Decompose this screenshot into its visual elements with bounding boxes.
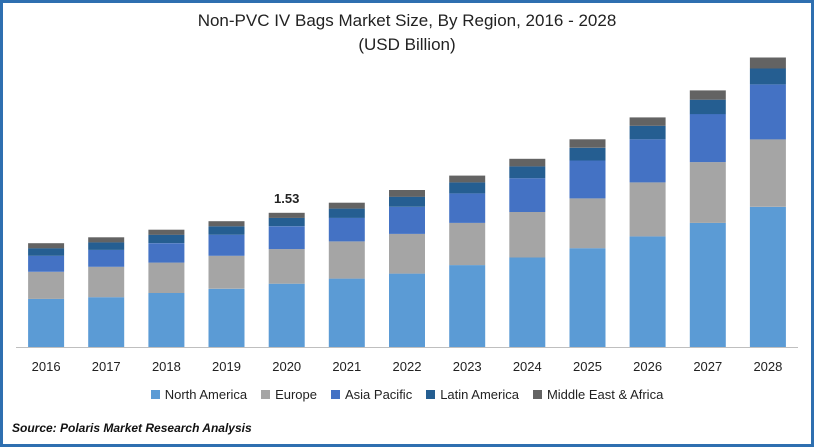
bar-segment-2028-asia-pacific [749, 84, 786, 140]
bar-segment-2025-latin-america [569, 147, 606, 161]
bar-segment-2023-north-america [449, 265, 486, 347]
bar-segment-2017-latin-america [88, 242, 125, 250]
bar-segment-2020-middle-east-africa [268, 212, 305, 218]
chart-legend: North America Europe Asia Pacific Latin Ame… [0, 387, 814, 402]
bar-segment-2027-asia-pacific [689, 114, 726, 163]
bar-segment-2028-north-america [749, 206, 786, 347]
legend-label: Latin America [440, 387, 519, 402]
legend-label: Middle East & Africa [546, 387, 664, 402]
chart-subtitle: (USD Billion) [358, 35, 456, 54]
x-tick-label: 2019 [212, 359, 241, 374]
bar-segment-2026-latin-america [629, 125, 666, 140]
bar-segment-2020-latin-america [268, 217, 305, 227]
bar-segment-2018-latin-america [148, 234, 185, 244]
bar-segment-2020-europe [268, 249, 305, 284]
legend-item: Latin America [426, 387, 519, 402]
bar-segment-2018-north-america [148, 293, 185, 347]
x-tick-label: 2022 [393, 359, 422, 374]
bar-segment-2028-middle-east-africa [749, 57, 786, 69]
bar-segment-2025-asia-pacific [569, 160, 606, 199]
legend-item: Asia Pacific [331, 387, 412, 402]
legend-item: Europe [261, 387, 317, 402]
legend-swatch [532, 390, 542, 399]
bar-segment-2025-north-america [569, 248, 606, 347]
bar-segment-2017-north-america [88, 297, 125, 347]
bar-segment-2028-latin-america [749, 68, 786, 85]
legend-swatch [150, 390, 160, 399]
bar-segment-2018-europe [148, 262, 185, 293]
bar-segment-2026-middle-east-africa [629, 117, 666, 126]
bar-segment-2023-middle-east-africa [449, 175, 486, 183]
x-tick-label: 2016 [32, 359, 61, 374]
bar-segment-2018-asia-pacific [148, 243, 185, 263]
bar-segment-2027-latin-america [689, 99, 726, 115]
bar-segment-2016-europe [28, 271, 65, 299]
bar-segment-2019-asia-pacific [208, 234, 245, 256]
bar-segment-2022-europe [389, 233, 425, 274]
bar-segment-2016-latin-america [28, 248, 65, 256]
bar-segment-2022-middle-east-africa [389, 190, 425, 197]
bar-segment-2023-europe [449, 222, 486, 266]
bar-segment-2022-latin-america [389, 196, 425, 207]
x-tick-label: 2027 [693, 359, 722, 374]
bar-segment-2022-north-america [389, 273, 425, 347]
bar-segment-2025-europe [569, 198, 606, 249]
bar-segment-2019-europe [208, 255, 245, 289]
bar-segment-2020-asia-pacific [268, 226, 305, 250]
bar-segment-2019-north-america [208, 288, 245, 347]
legend-label: Asia Pacific [345, 387, 413, 402]
bar-segment-2021-north-america [328, 278, 365, 347]
bar-segment-2023-asia-pacific [449, 193, 486, 223]
bar-segment-2017-europe [88, 266, 125, 298]
bar-segment-2017-asia-pacific [88, 249, 125, 267]
bar-segment-2026-north-america [629, 236, 666, 347]
bar-segment-2024-europe [509, 211, 546, 258]
legend-swatch [331, 390, 340, 399]
bar-segment-2021-europe [328, 241, 365, 279]
bar-segment-2016-north-america [28, 298, 65, 347]
bar-segment-2018-middle-east-africa [148, 229, 185, 235]
bar-segment-2022-asia-pacific [389, 206, 425, 234]
x-tick-label: 2025 [573, 359, 602, 374]
bar-segment-2016-middle-east-africa [28, 243, 65, 249]
bar-segment-2024-latin-america [509, 166, 546, 179]
bar-segment-2020-north-america [268, 283, 305, 347]
bar-segment-2024-north-america [509, 257, 546, 347]
legend-swatch [426, 390, 436, 399]
legend-label: North America [164, 387, 248, 402]
bar-segment-2027-middle-east-africa [689, 90, 726, 100]
x-tick-label: 2017 [92, 359, 121, 374]
legend-swatch [261, 390, 271, 399]
bar-segment-2019-latin-america [208, 226, 245, 235]
x-tick-label: 2018 [152, 359, 181, 374]
bar-segment-2024-middle-east-africa [509, 158, 546, 167]
bar-segment-2025-middle-east-africa [569, 139, 606, 148]
x-tick-label: 2026 [633, 359, 662, 374]
data-label: 1.53 [274, 191, 299, 206]
bar-segment-2021-middle-east-africa [328, 202, 365, 209]
bar-segment-2026-europe [629, 182, 666, 237]
bar-segment-2027-europe [689, 162, 726, 223]
x-tick-label: 2023 [453, 359, 482, 374]
legend-item: North America [150, 387, 248, 402]
x-tick-label: 2024 [513, 359, 542, 374]
bar-segment-2026-asia-pacific [629, 139, 666, 183]
bar-segment-2023-latin-america [449, 182, 486, 194]
x-tick-label: 2028 [753, 359, 782, 374]
legend-item: Middle East & Africa [532, 387, 664, 402]
bar-segment-2024-asia-pacific [509, 178, 546, 212]
bar-segment-2017-middle-east-africa [88, 237, 125, 243]
x-tick-label: 2020 [272, 359, 301, 374]
bar-segment-2028-europe [749, 139, 786, 207]
bar-segment-2021-latin-america [328, 208, 365, 218]
x-tick-label: 2021 [332, 359, 361, 374]
legend-label: Europe [275, 387, 317, 402]
chart-title: Non-PVC IV Bags Market Size, By Region, … [197, 11, 617, 30]
bar-segment-2027-north-america [689, 222, 726, 347]
bar-segment-2016-asia-pacific [28, 255, 65, 272]
bar-segment-2019-middle-east-africa [208, 221, 245, 227]
source-note: Source: Polaris Market Research Analysis [12, 421, 252, 435]
bar-segment-2021-asia-pacific [328, 217, 365, 242]
